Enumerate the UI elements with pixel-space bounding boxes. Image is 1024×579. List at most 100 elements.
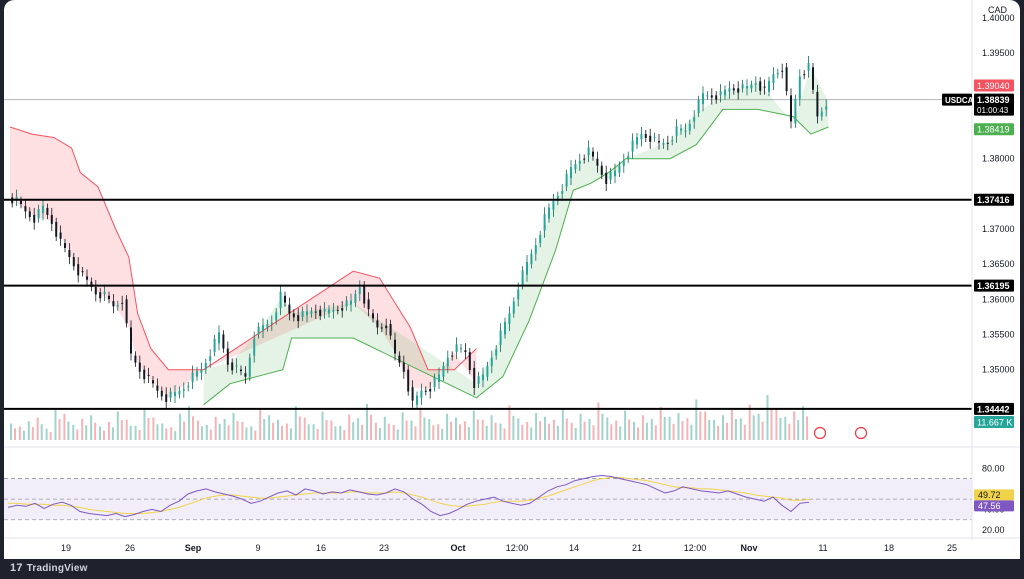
candle-body (248, 357, 251, 377)
horizontal-levels[interactable] (4, 198, 972, 410)
time-tick-label: 12:00 (684, 543, 707, 553)
candle-body (781, 70, 784, 72)
volume-bar (490, 415, 493, 440)
candle-body (275, 312, 278, 321)
candle-body (732, 88, 735, 91)
candle-body (746, 86, 748, 89)
volume-bar (227, 425, 230, 440)
time-tick-label: Nov (740, 543, 757, 553)
candle-body (508, 313, 511, 324)
price-tick-label: 1.40000 (982, 13, 1015, 23)
candle-body (160, 390, 163, 397)
last-price-value: 1.38839 (977, 95, 1010, 105)
candle-body (68, 250, 71, 258)
candle-body (724, 89, 726, 96)
volume-bar (548, 423, 550, 440)
candle-body (90, 281, 93, 288)
volume-bar (743, 424, 746, 440)
candle-body (702, 93, 704, 105)
volume-bar (695, 399, 698, 440)
candle-body (438, 374, 440, 382)
volume-bar (650, 419, 653, 440)
volume-bar (312, 424, 315, 440)
volume-bar (686, 418, 689, 440)
volume-bar (806, 416, 809, 440)
candle-body (130, 327, 132, 354)
volume-bar (677, 413, 680, 440)
candle-body (121, 302, 124, 304)
candle-body (336, 309, 339, 311)
volume-bar (761, 421, 764, 440)
volume-bar (209, 429, 212, 440)
time-tick-label: 25 (947, 543, 957, 553)
time-tick-label: 12:00 (506, 543, 529, 553)
supertrend-down-value: 1.39040 (977, 81, 1010, 91)
volume-bar (298, 416, 301, 440)
volume-bar (645, 422, 648, 440)
volume-bar (76, 429, 79, 440)
volume-bar (739, 418, 742, 440)
candle-body (257, 326, 260, 335)
volume-bar (556, 425, 559, 440)
time-tick-label: 11 (818, 543, 827, 553)
candle-body (671, 140, 674, 142)
volume-bar (512, 415, 515, 440)
candle-body (451, 355, 454, 357)
time-tick-label: 9 (255, 543, 260, 553)
candle-body (200, 369, 203, 374)
candle-body (653, 136, 656, 138)
candle-body (680, 128, 682, 131)
volume-bar (361, 424, 364, 440)
candle-body (504, 321, 506, 335)
volume-bar (699, 411, 702, 440)
volume-bar (10, 423, 12, 440)
candle-body (631, 140, 634, 152)
volume-bar (570, 422, 573, 440)
volume-bar (14, 428, 16, 440)
volume-bar (352, 422, 355, 440)
price-tick-label: 1.35000 (982, 365, 1015, 375)
volume-bar (722, 415, 724, 440)
candle-body (28, 211, 31, 218)
candle-body (178, 390, 181, 395)
candle-body (231, 362, 234, 371)
volume-bar (437, 424, 440, 440)
price-tick-label: 1.38000 (982, 154, 1015, 164)
price-labels: 1.37416 1.36195 1.34442 1.39040 USDCAD1.3883… (813, 79, 1014, 440)
volume-bar (85, 425, 88, 440)
candle-body (561, 191, 564, 194)
candle-body (64, 243, 66, 248)
candle-body (649, 135, 652, 142)
candle-body (803, 74, 806, 76)
level-tag-value: 1.34442 (977, 404, 1010, 414)
volume-bar (802, 406, 805, 440)
volume-bar (107, 422, 110, 440)
candle-body (605, 172, 608, 184)
tradingview-logo[interactable]: 17 TradingView (10, 562, 88, 574)
supertrend-fills (10, 67, 829, 405)
volume-bar (378, 427, 381, 440)
volume-bar (690, 424, 693, 440)
candle-body (218, 332, 220, 344)
volume-bar (446, 413, 449, 440)
volume-bar (36, 417, 39, 440)
volume-bar (45, 428, 48, 440)
candle-body (380, 327, 383, 329)
volume-bar (90, 415, 93, 440)
candle-body (583, 158, 586, 160)
volume-bar (734, 419, 737, 440)
candle-body (235, 365, 238, 367)
candle-body (156, 385, 159, 391)
candle-body (15, 196, 18, 200)
candle-body (552, 200, 555, 210)
candle-body (697, 99, 700, 113)
volume-bar (321, 411, 324, 440)
volume-bar (254, 430, 257, 440)
volume-bar (307, 424, 310, 440)
volume-bar (499, 423, 502, 440)
volume-bar (565, 418, 568, 440)
volume-bar (125, 419, 128, 440)
candle-body (556, 195, 559, 201)
volume-bar (138, 430, 141, 440)
